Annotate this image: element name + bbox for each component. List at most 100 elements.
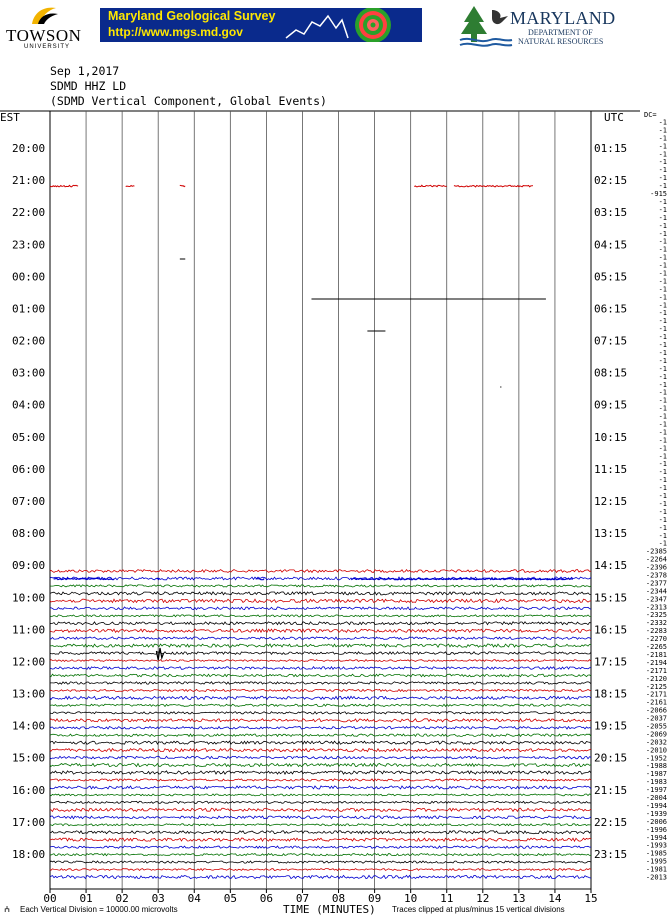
x-tick-label: 06	[260, 892, 273, 905]
dc-offset-label: -2194	[646, 659, 667, 667]
x-tick-label: 08	[332, 892, 345, 905]
dc-offset-label: -1	[659, 357, 667, 365]
dc-offset-label: -1	[659, 222, 667, 230]
dc-offset-label: -1	[659, 333, 667, 341]
left-time-label: 22:00	[12, 206, 45, 219]
dc-offset-label: -1	[659, 214, 667, 222]
dc-offset-label: -1	[659, 325, 667, 333]
dc-offset-label: -1	[659, 142, 667, 150]
mgs-banner[interactable]: Maryland Geological Survey http://www.mg…	[100, 8, 422, 42]
mgs-title: Maryland Geological Survey	[108, 9, 276, 23]
seismic-trace	[49, 681, 592, 685]
mgs-url[interactable]: http://www.mgs.md.gov	[108, 25, 243, 39]
seismic-trace-segment	[414, 184, 447, 188]
dc-offset-label: -1994	[646, 802, 667, 810]
dc-offset-label: -2013	[646, 874, 667, 882]
seismic-trace	[49, 621, 592, 626]
dc-offset-label: -2377	[646, 579, 667, 587]
towson-subtitle: UNIVERSITY	[24, 44, 71, 50]
footer-scale: Each Vertical Division = 10000.00 microv…	[20, 905, 178, 914]
right-zone-label: UTC	[604, 111, 624, 124]
left-time-label: 07:00	[12, 495, 45, 508]
seismic-trace	[49, 584, 592, 588]
seismic-trace	[49, 568, 592, 574]
seismic-trace	[49, 755, 592, 760]
chart-component: (SDMD Vertical Component, Global Events)	[50, 94, 327, 108]
right-time-label: 16:15	[594, 623, 627, 636]
dc-offset-label: -1	[659, 206, 667, 214]
dc-offset-label: -2325	[646, 611, 667, 619]
x-tick-label: 11	[440, 892, 453, 905]
seismic-trace	[49, 852, 592, 857]
right-time-label: 12:15	[594, 495, 627, 508]
seismic-trace	[49, 651, 592, 656]
dc-offset-label: -1	[659, 230, 667, 238]
dc-offset-label: -1	[659, 134, 667, 142]
seismic-trace	[50, 837, 592, 843]
seismic-trace	[49, 770, 592, 775]
dc-offset-label: -1	[659, 421, 667, 429]
dc-offset-label: -1	[659, 182, 667, 190]
seismic-trace	[49, 860, 592, 864]
right-time-label: 03:15	[594, 206, 627, 219]
dc-offset-label: -2347	[646, 595, 667, 603]
dc-offset-label: -2120	[646, 675, 667, 683]
seismic-trace	[49, 703, 592, 708]
seismic-trace	[50, 807, 592, 813]
dc-offset-label: -1	[659, 277, 667, 285]
dc-offset-label: -2378	[646, 572, 667, 580]
dc-offset-label: -1997	[646, 786, 667, 794]
left-time-label: 15:00	[12, 752, 45, 765]
towson-logo: TOWSON UNIVERSITY	[4, 2, 81, 52]
dc-offset-label: -1	[659, 397, 667, 405]
dc-offset-label: -1	[659, 524, 667, 532]
dc-offset-label: -1	[659, 246, 667, 254]
left-time-label: 08:00	[12, 527, 45, 540]
dc-offset-label: -1995	[646, 858, 667, 866]
seismic-trace	[49, 800, 592, 805]
dc-offset-label: -2313	[646, 603, 667, 611]
dc-offset-label: -1	[659, 389, 667, 397]
seismic-trace	[49, 733, 592, 738]
seismic-trace	[49, 845, 591, 849]
x-tick-label: 09	[368, 892, 381, 905]
x-tick-label: 02	[116, 892, 129, 905]
left-time-label: 02:00	[12, 335, 45, 348]
dc-offset-label: -1983	[646, 778, 667, 786]
seismic-trace	[49, 747, 592, 753]
dc-offset-label: -1	[659, 317, 667, 325]
x-tick-label: 07	[296, 892, 309, 905]
seismic-trace-segment	[125, 184, 135, 188]
dc-offset-label: -1988	[646, 762, 667, 770]
dc-offset-label: -1	[659, 198, 667, 206]
dc-offset-label: -2161	[646, 699, 667, 707]
dc-offset-label: -1	[659, 500, 667, 508]
right-time-label: 04:15	[594, 238, 627, 251]
right-time-label: 07:15	[594, 335, 627, 348]
dc-offset-label: -1981	[646, 866, 667, 874]
right-time-label: 05:15	[594, 270, 627, 283]
dc-offset-label: -915	[650, 190, 667, 198]
right-time-label: 10:15	[594, 431, 627, 444]
dc-offset-label: -1	[659, 484, 667, 492]
x-tick-label: 13	[512, 892, 525, 905]
dc-offset-label: -1952	[646, 754, 667, 762]
dc-offset-label: -1	[659, 158, 667, 166]
footer-mark: ⵄ	[4, 905, 11, 914]
left-zone-label: EST	[0, 111, 20, 124]
seismic-trace-segment	[255, 578, 265, 581]
dc-offset-label: -2171	[646, 691, 667, 699]
seismic-trace-segment	[350, 577, 573, 581]
dc-offset-label: -1	[659, 444, 667, 452]
right-time-label: 22:15	[594, 816, 627, 829]
dc-offset-label: -1985	[646, 850, 667, 858]
left-time-label: 12:00	[12, 655, 45, 668]
left-time-label: 20:00	[12, 142, 45, 155]
plot-traces	[49, 184, 592, 880]
dc-offset-label: -1	[659, 460, 667, 468]
dc-offset-label: -1996	[646, 826, 667, 834]
left-time-label: 09:00	[12, 559, 45, 572]
dc-offset-label: -2055	[646, 723, 667, 731]
x-tick-label: 15	[584, 892, 597, 905]
plot-grid	[0, 110, 640, 893]
